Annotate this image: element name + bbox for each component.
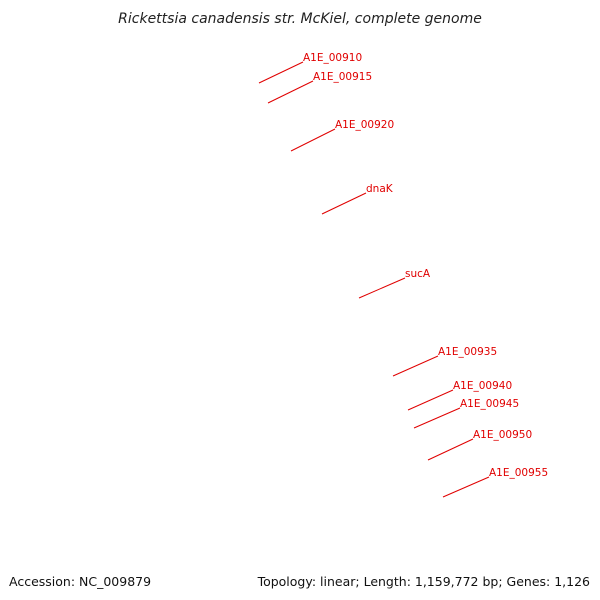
gene-label-leader [321, 192, 367, 215]
gene-label: A1E_00945 [460, 398, 519, 410]
gene-label: A1E_00910 [303, 52, 362, 64]
gene-label: A1E_00920 [335, 119, 394, 131]
gene-label-leader [358, 277, 406, 299]
gene-label-leader [427, 438, 474, 461]
gene-label-leader [290, 128, 336, 152]
accession-text: Accession: NC_009879 [9, 574, 151, 589]
gene-label: sucA [405, 268, 431, 280]
gene-label-leader [413, 407, 461, 429]
gene-label-leader [407, 389, 454, 411]
gene-label: A1E_00935 [438, 346, 497, 358]
gene-label: A1E_00940 [453, 380, 512, 392]
gene-labels-layer: A1E_00910 A1E_00915 A1E_00920 dnaK sucA A1E_0… [258, 52, 548, 498]
gene-label: A1E_00950 [473, 429, 532, 441]
gene-label-leader [442, 476, 490, 498]
map-title: Rickettsia canadensis str. McKiel, compl… [118, 11, 482, 27]
gene-label: dnaK [366, 183, 394, 195]
gene-label: A1E_00955 [489, 467, 548, 479]
genome-summary-text: Topology: linear; Length: 1,159,772 bp; … [257, 574, 590, 589]
gene-label-leader [392, 355, 439, 377]
gene-label-leader [267, 80, 314, 104]
gene-label-leader [258, 61, 304, 84]
gene-label: A1E_00915 [313, 71, 372, 83]
